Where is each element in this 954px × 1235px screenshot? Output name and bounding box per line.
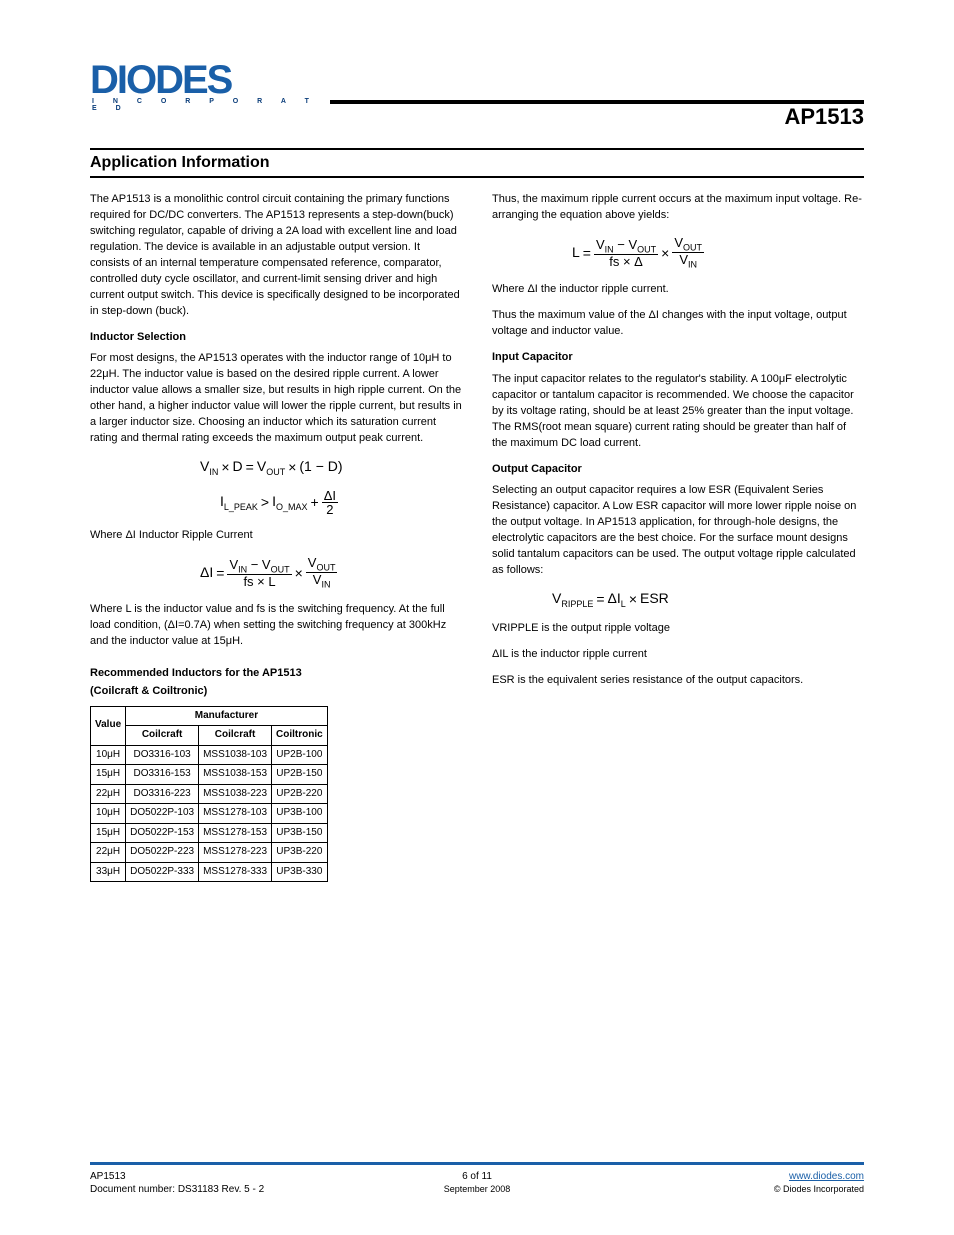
footer-doc: AP1513 bbox=[90, 1171, 348, 1182]
inductor-paragraph: For most designs, the AP1513 operates wi… bbox=[90, 351, 462, 447]
esr-def: ESR is the equivalent series resistance … bbox=[492, 673, 864, 689]
footer-date: September 2008 bbox=[348, 1184, 606, 1195]
table-header-row2: Coilcraft Coilcraft Coiltronic bbox=[91, 726, 328, 746]
table-row: 22μHDO3316-223MSS1038-223UP2B-220 bbox=[91, 784, 328, 804]
where-line-1: Where ΔI Inductor Ripple Current bbox=[90, 528, 462, 544]
vripple-def: VRIPPLE is the output ripple voltage bbox=[492, 621, 864, 637]
table-row: 33μHDO5022P-333MSS1278-333UP3B-330 bbox=[91, 862, 328, 882]
section-title: Application Information bbox=[90, 148, 864, 178]
footer-trademark: © Diodes Incorporated bbox=[606, 1184, 864, 1195]
table-header-row: Value Manufacturer bbox=[91, 706, 328, 726]
footer-rule bbox=[90, 1162, 864, 1165]
table-title: Recommended Inductors for the AP1513 bbox=[90, 666, 462, 682]
delta-il-def: ΔIL is the inductor ripple current bbox=[492, 647, 864, 663]
formula-duty-cycle: VIN×D=VOUT×(1 − D) bbox=[200, 459, 462, 477]
where-line-2: Where ΔI the inductor ripple current. bbox=[492, 282, 864, 298]
logo-tagline: I N C O R P O R A T E D bbox=[92, 98, 320, 112]
page-footer: AP1513 6 of 11 www.diodes.com Document n… bbox=[90, 1162, 864, 1195]
inductor-example: Where L is the inductor value and fs is … bbox=[90, 602, 462, 650]
table-row: 10μHDO3316-103MSS1038-103UP2B-100 bbox=[91, 745, 328, 765]
logo-brand: DIODES bbox=[90, 60, 320, 100]
table-row: 15μHDO5022P-153MSS1278-153UP3B-150 bbox=[91, 823, 328, 843]
page-header: DIODES I N C O R P O R A T E D AP1513 bbox=[90, 60, 864, 130]
left-column: The AP1513 is a monolithic control circu… bbox=[90, 192, 462, 882]
heading-inductor: Inductor Selection bbox=[90, 330, 462, 346]
table-body: 10μHDO3316-103MSS1038-103UP2B-100 15μHDO… bbox=[91, 745, 328, 882]
inductor-table: Value Manufacturer Coilcraft Coilcraft C… bbox=[90, 706, 328, 883]
table-row: 10μHDO5022P-103MSS1278-103UP3B-100 bbox=[91, 804, 328, 824]
formula-inductance: L=VIN − VOUTfs × Δ×VOUTVIN bbox=[572, 236, 864, 270]
formula-vripple: VRIPPLE=ΔIL×ESR bbox=[552, 591, 864, 609]
table-subtitle: (Coilcraft & Coiltronic) bbox=[90, 684, 462, 700]
col-manufacturer: Manufacturer bbox=[126, 706, 328, 726]
formula-peak-current: IL_PEAK>IO_MAX+ΔI2 bbox=[220, 489, 462, 516]
table-row: 15μHDO3316-153MSS1038-153UP2B-150 bbox=[91, 765, 328, 785]
footer-url[interactable]: www.diodes.com bbox=[606, 1171, 864, 1182]
content-columns: The AP1513 is a monolithic control circu… bbox=[90, 192, 864, 882]
footer-page: 6 of 11 bbox=[348, 1171, 606, 1182]
footer-docnum: Document number: DS31183 Rev. 5 - 2 bbox=[90, 1184, 348, 1195]
col-mfr-2: Coilcraft bbox=[199, 726, 272, 746]
input-cap-paragraph: The input capacitor relates to the regul… bbox=[492, 372, 864, 452]
intro-paragraph: The AP1513 is a monolithic control circu… bbox=[90, 192, 462, 320]
col-mfr-3: Coiltronic bbox=[272, 726, 328, 746]
output-cap-paragraph: Selecting an output capacitor requires a… bbox=[492, 483, 864, 579]
heading-output-cap: Output Capacitor bbox=[492, 462, 864, 478]
company-logo: DIODES I N C O R P O R A T E D bbox=[90, 60, 320, 130]
formula-delta-i: ΔI=VIN − VOUTfs × L×VOUTVIN bbox=[200, 556, 462, 590]
col-mfr-1: Coilcraft bbox=[126, 726, 199, 746]
part-number: AP1513 bbox=[784, 104, 864, 130]
col-value: Value bbox=[91, 706, 126, 745]
right-delta-note: Thus the maximum value of the ΔI changes… bbox=[492, 308, 864, 340]
right-column: Thus, the maximum ripple current occurs … bbox=[492, 192, 864, 882]
table-row: 22μHDO5022P-223MSS1278-223UP3B-220 bbox=[91, 843, 328, 863]
right-intro: Thus, the maximum ripple current occurs … bbox=[492, 192, 864, 224]
heading-input-cap: Input Capacitor bbox=[492, 350, 864, 366]
page: DIODES I N C O R P O R A T E D AP1513 Ap… bbox=[0, 0, 954, 1235]
